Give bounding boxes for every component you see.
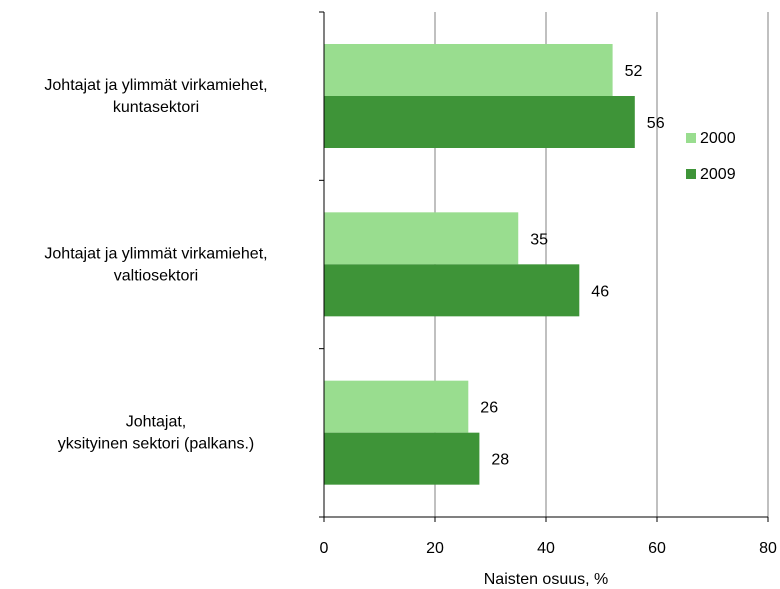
x-tick-label: 60 bbox=[648, 540, 666, 557]
category-label: valtiosektori bbox=[114, 267, 198, 284]
data-label: 26 bbox=[480, 400, 498, 417]
category-labels: Johtajat ja ylimmät virkamiehet, kuntasek… bbox=[44, 77, 267, 453]
data-label: 52 bbox=[625, 63, 643, 80]
bar bbox=[324, 212, 519, 265]
bar bbox=[324, 264, 580, 317]
tick-labels: 0 20 40 60 80 bbox=[320, 540, 777, 557]
bar bbox=[324, 96, 635, 148]
x-tick-label: 40 bbox=[537, 540, 555, 557]
bar bbox=[324, 380, 469, 433]
x-tick-label: 0 bbox=[320, 540, 329, 557]
category-label: Johtajat ja ylimmät virkamiehet, bbox=[44, 77, 267, 94]
category-label: Johtajat ja ylimmät virkamiehet, bbox=[44, 245, 267, 262]
legend-label: 2000 bbox=[700, 130, 736, 147]
bars bbox=[324, 44, 635, 485]
data-label: 28 bbox=[491, 452, 509, 469]
data-label: 35 bbox=[530, 231, 548, 248]
bar bbox=[324, 432, 480, 485]
legend-label: 2009 bbox=[700, 166, 736, 183]
data-label: 46 bbox=[591, 283, 609, 300]
data-labels: 52 56 35 46 26 28 bbox=[480, 63, 664, 469]
category-label: kuntasektori bbox=[113, 99, 199, 116]
bar bbox=[324, 44, 613, 96]
legend: 2000 2009 bbox=[686, 130, 736, 183]
x-tick-label: 20 bbox=[426, 540, 444, 557]
x-tick-label: 80 bbox=[759, 540, 777, 557]
category-label: yksityinen sektori (palkans.) bbox=[58, 436, 255, 453]
legend-swatch bbox=[686, 169, 696, 179]
x-axis-title: Naisten osuus, % bbox=[484, 571, 609, 588]
category-label: Johtajat, bbox=[126, 414, 186, 431]
data-label: 56 bbox=[647, 115, 665, 132]
legend-swatch bbox=[686, 133, 696, 143]
axes bbox=[319, 11, 769, 522]
